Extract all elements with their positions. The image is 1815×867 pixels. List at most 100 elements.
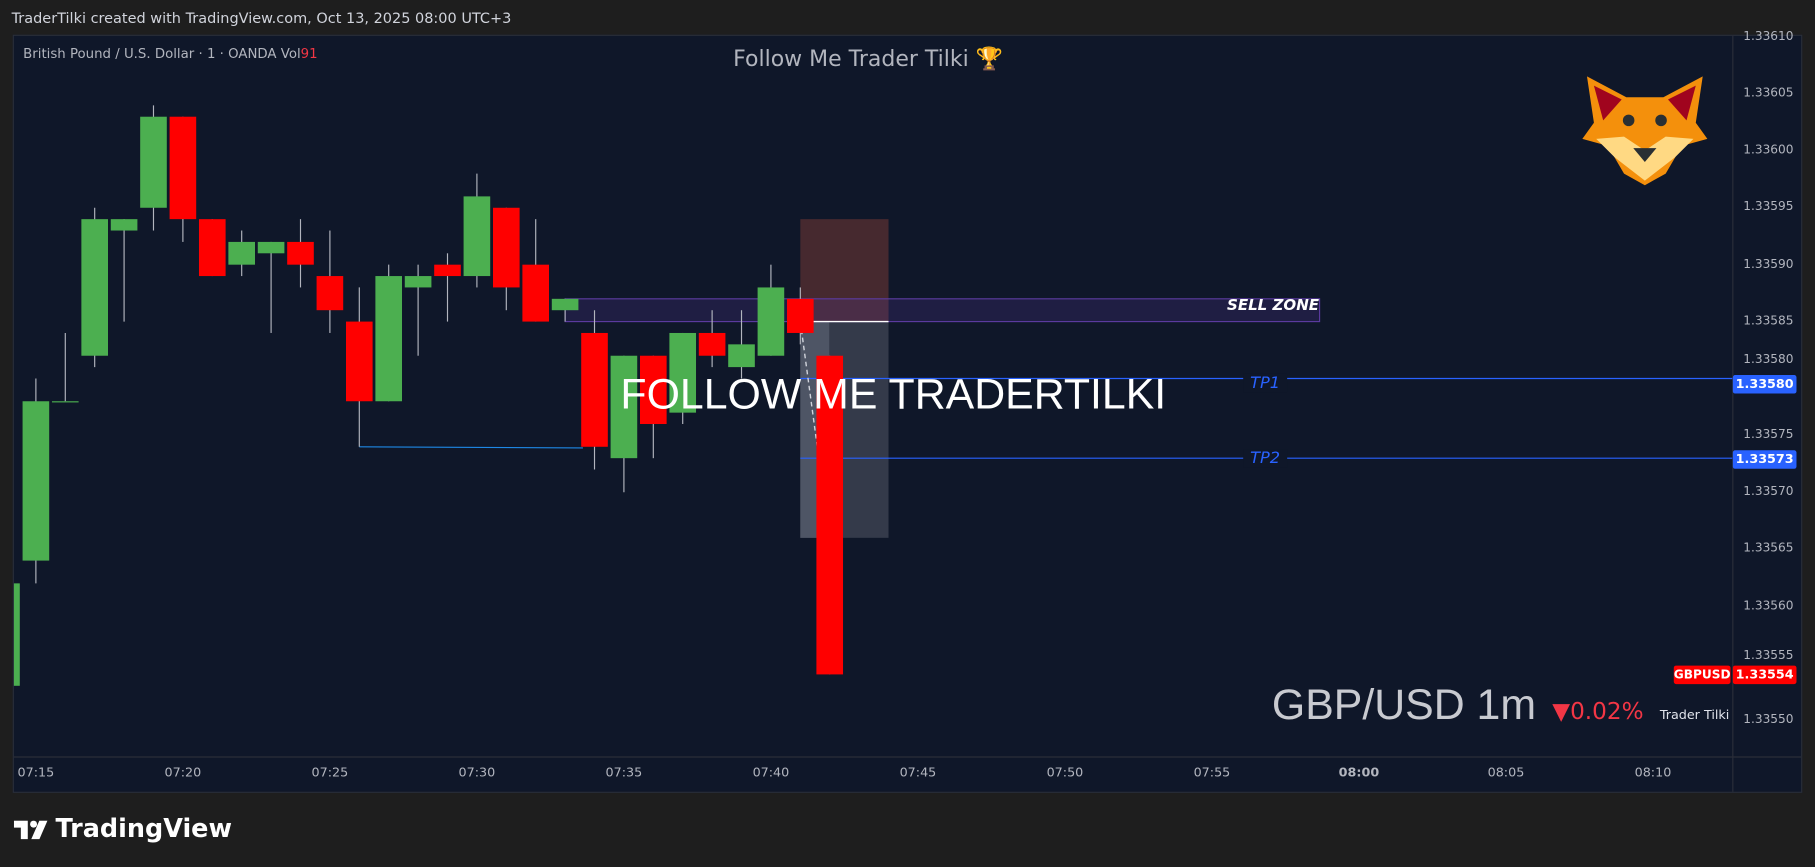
tp1-price-tag: 1.33580 bbox=[1732, 375, 1797, 394]
time-tick: 08:10 bbox=[1634, 765, 1672, 781]
candle bbox=[581, 310, 608, 470]
symbol-overlay: GBP/USD 1m ▼0.02% Trader Tilki bbox=[1272, 681, 1729, 730]
price-tick: 1.33595 bbox=[1743, 200, 1794, 215]
candle-body bbox=[581, 332, 608, 447]
price-tick: 1.33565 bbox=[1743, 541, 1794, 556]
sell-zone-rect bbox=[564, 298, 1321, 323]
candle-body bbox=[522, 264, 550, 322]
candle-body bbox=[316, 276, 344, 311]
candle bbox=[522, 219, 550, 322]
candle bbox=[228, 230, 256, 277]
sell-zone-label[interactable]: SELL ZONE bbox=[1226, 297, 1320, 315]
candle bbox=[22, 378, 50, 584]
candle bbox=[787, 287, 814, 345]
price-tick: 1.33605 bbox=[1743, 86, 1794, 101]
time-tick: 07:45 bbox=[899, 765, 937, 781]
price-tick: 1.33610 bbox=[1743, 29, 1794, 44]
symbol-tag: GBPUSD bbox=[1673, 665, 1731, 685]
candle bbox=[816, 355, 844, 675]
candle bbox=[404, 264, 432, 356]
time-tick: 07:15 bbox=[17, 765, 55, 781]
candle-body bbox=[757, 287, 785, 356]
candle bbox=[13, 583, 20, 686]
candle bbox=[639, 355, 667, 459]
symbol-overlay-label: GBP/USD 1m bbox=[1271, 680, 1537, 729]
candle bbox=[434, 253, 461, 322]
candle-body bbox=[434, 264, 461, 277]
price-tick: 1.33560 bbox=[1743, 598, 1794, 613]
symbol-legend[interactable]: British Pound / U.S. Dollar · 1 · OANDA … bbox=[23, 45, 317, 61]
price-tick: 1.33600 bbox=[1743, 143, 1794, 158]
candle-body bbox=[669, 332, 697, 413]
candle bbox=[669, 332, 697, 425]
candle bbox=[51, 332, 79, 403]
candle-body bbox=[287, 241, 314, 265]
candle bbox=[698, 310, 726, 368]
candle-body bbox=[345, 321, 373, 402]
fox-logo-icon bbox=[1582, 76, 1708, 186]
candle-body bbox=[728, 344, 755, 368]
time-tick: 07:25 bbox=[311, 765, 349, 781]
candle-body bbox=[228, 241, 256, 265]
time-tick: 08:05 bbox=[1487, 765, 1525, 781]
price-tick: 1.33550 bbox=[1743, 712, 1794, 727]
price-tick: 1.33585 bbox=[1743, 314, 1794, 328]
candle bbox=[198, 219, 226, 277]
price-tick: 1.33570 bbox=[1743, 484, 1794, 499]
time-tick: 07:35 bbox=[605, 765, 643, 781]
price-tick: 1.33590 bbox=[1743, 257, 1794, 272]
candle-body bbox=[110, 219, 138, 231]
volume-value: 91 bbox=[300, 45, 318, 62]
candle-body bbox=[492, 207, 520, 288]
time-tick: 07:50 bbox=[1046, 765, 1084, 781]
price-tick: 1.33555 bbox=[1743, 648, 1794, 663]
candle-body bbox=[551, 298, 579, 311]
chart-panel[interactable] bbox=[12, 34, 1803, 793]
watermark-text: FOLLOW ME TRADERTILKI bbox=[620, 370, 1167, 418]
candle-body bbox=[22, 401, 50, 561]
candle-body bbox=[816, 355, 844, 675]
candle bbox=[728, 310, 755, 379]
candle bbox=[375, 264, 403, 402]
candle-body bbox=[639, 355, 667, 425]
tp1-label[interactable]: TP1 bbox=[1243, 373, 1288, 393]
projection-dashed-line bbox=[799, 321, 820, 459]
tradingview-logo-icon bbox=[13, 820, 48, 839]
chart-title: Follow Me Trader Tilki 🏆 bbox=[733, 46, 1004, 72]
time-tick: 07:40 bbox=[752, 765, 790, 781]
candle bbox=[345, 287, 373, 447]
snapshot-attribution: TraderTilki created with TradingView.com… bbox=[11, 9, 512, 27]
candle-body bbox=[375, 276, 403, 402]
candle bbox=[287, 219, 314, 288]
candle bbox=[492, 207, 520, 311]
candle bbox=[110, 219, 138, 322]
change-percent: ▼0.02% bbox=[1552, 696, 1644, 725]
price-tick: 1.33575 bbox=[1743, 427, 1794, 442]
time-tick: 07:20 bbox=[164, 765, 202, 781]
tp2-price-tag: 1.33573 bbox=[1732, 450, 1797, 469]
candle bbox=[610, 355, 638, 493]
candle bbox=[257, 241, 285, 333]
candle-body bbox=[140, 116, 167, 208]
candle-body bbox=[81, 219, 108, 356]
time-tick: 07:55 bbox=[1193, 765, 1231, 781]
candle-body bbox=[787, 298, 814, 333]
candle-body bbox=[198, 219, 226, 277]
candle-body bbox=[169, 116, 197, 220]
last-price-tag: 1.33554 bbox=[1732, 665, 1797, 685]
tp2-label[interactable]: TP2 bbox=[1243, 449, 1288, 468]
candle bbox=[463, 173, 491, 288]
tradingview-logo-text: TradingView bbox=[55, 814, 232, 844]
candle bbox=[551, 298, 579, 322]
candle-body bbox=[51, 401, 79, 403]
candle bbox=[169, 116, 197, 242]
candle-body bbox=[698, 332, 726, 356]
tradingview-logo[interactable]: TradingView bbox=[13, 814, 232, 844]
time-tick: 08:00 bbox=[1338, 765, 1380, 781]
candle-body bbox=[13, 583, 20, 686]
author-label: Trader Tilki bbox=[1659, 707, 1730, 723]
horizontal-trendline bbox=[359, 446, 583, 449]
candle-body bbox=[404, 276, 432, 288]
